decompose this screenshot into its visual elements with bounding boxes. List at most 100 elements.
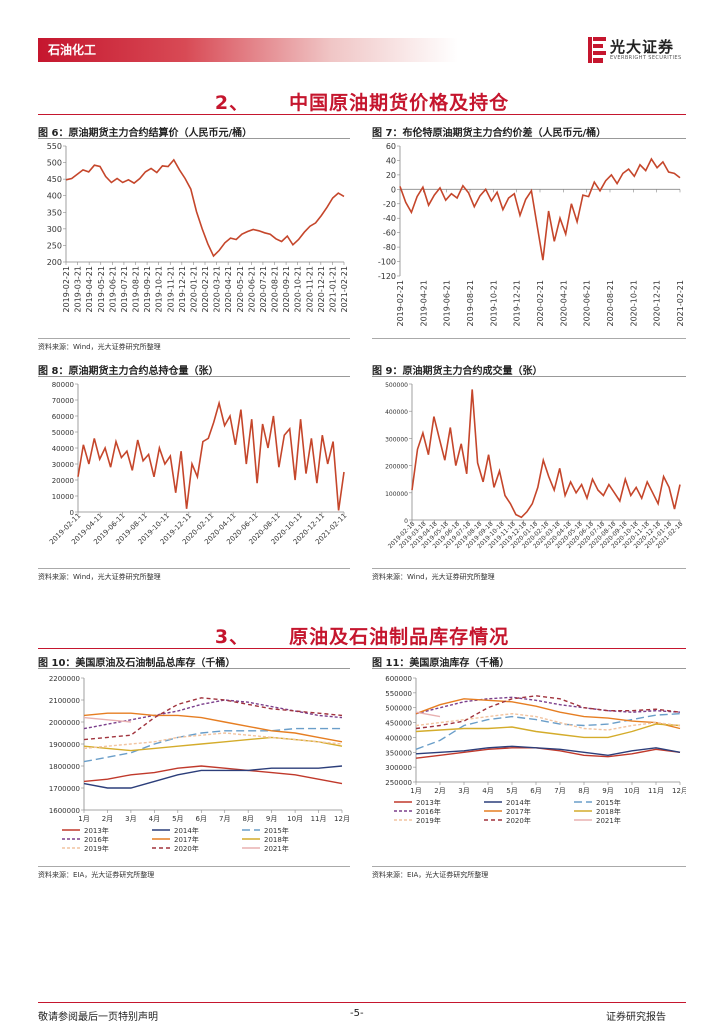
series-line-2019年 [415, 712, 681, 731]
y-tick-label: 2200000 [49, 675, 80, 683]
y-tick-label: -120 [378, 272, 396, 281]
y-tick-label: 30000 [52, 461, 74, 469]
y-tick-label: 0 [70, 509, 74, 517]
y-tick-label: 400 [47, 192, 62, 201]
figure-10: 图 10：美国原油及石油制品总库存（千桶） 1600000 1700000 1800… [38, 654, 350, 882]
source-rule [38, 568, 350, 569]
x-tick-label: 10月 [624, 787, 640, 795]
x-tick-label: 9月 [266, 815, 277, 823]
figure-8: 图 8：原油期货主力合约总持仓量（张） 0 10000 20000 30000 4000… [38, 362, 350, 584]
x-tick-label: 2019-06-21 [443, 280, 452, 327]
y-tick-label: 450000 [385, 720, 412, 728]
y-tick-label: 300000 [385, 436, 408, 443]
series-line-2013年 [415, 747, 681, 759]
y-tick-label: 450 [47, 175, 62, 184]
section-divider [38, 648, 686, 649]
y-tick-label: 0 [404, 518, 408, 525]
y-tick-label: -60 [383, 229, 396, 238]
header-category: 石油化工 [48, 43, 97, 57]
y-tick-label: 60000 [52, 413, 74, 421]
x-tick-label: 2月 [434, 787, 445, 795]
footer-disclaimer: 敬请参阅最后一页特别声明 [38, 1012, 158, 1023]
x-tick-label: 2020-06-21 [247, 266, 256, 313]
legend-label: 2017年 [174, 835, 199, 844]
legend-label: 2020年 [174, 844, 199, 853]
x-tick-label: 2019-04-21 [419, 280, 428, 327]
source-rule [372, 568, 686, 569]
logo-text: 光大证券 [610, 38, 675, 56]
x-tick-label: 2019-07-21 [120, 266, 129, 313]
legend-label: 2018年 [264, 835, 289, 844]
x-tick-label: 9月 [602, 787, 613, 795]
y-tick-label: 20000 [52, 477, 74, 485]
y-tick-label: 1600000 [49, 807, 80, 815]
x-tick-label: 6月 [530, 787, 541, 795]
x-tick-label: 1月 [410, 787, 421, 795]
y-tick-label: 400000 [385, 734, 412, 742]
series-line-2016年 [415, 696, 681, 715]
legend-label: 2021年 [596, 816, 621, 825]
x-tick-label: 2019-02-21 [396, 280, 405, 327]
x-tick-label: 2021-02-21 [340, 266, 349, 313]
y-tick-label: 40 [386, 156, 396, 165]
legend-label: 2020年 [506, 816, 531, 825]
x-tick-label: 4月 [482, 787, 493, 795]
series-line-2020年 [415, 695, 681, 730]
series-line-fig7 [399, 157, 681, 261]
footer-report-type: 证券研究报告 [606, 1012, 666, 1023]
figure-title: 图 10：美国原油及石油制品总库存（千桶） [38, 658, 236, 669]
x-tick-label: 2020-10-21 [294, 266, 303, 313]
figure-title-rule [38, 376, 350, 377]
y-tick-label: 350000 [385, 749, 412, 757]
legend-label: 2014年 [506, 798, 531, 807]
chart-fig7: -120 -100 -80 -60 -40 -20 0 20 40 60 2019-02-21 201… [378, 142, 685, 327]
x-tick-label: 2020-03-21 [213, 266, 222, 313]
y-tick-label: 50000 [52, 429, 74, 437]
legend-label: 2019年 [416, 816, 441, 825]
series-line-2020年 [83, 697, 343, 741]
figure-title-rule [38, 668, 350, 669]
figure-title-rule [372, 668, 686, 669]
section-title: 2、 中国原油期货价格及持仓 [0, 88, 724, 115]
x-tick-label: 2019-04-21 [85, 266, 94, 313]
x-tick-label: 2021-01-21 [328, 266, 337, 313]
series-line-2015年 [415, 713, 681, 750]
x-tick-label: 1月 [78, 815, 89, 823]
x-tick-label: 2019-06-21 [108, 266, 117, 313]
x-tick-label: 5月 [506, 787, 517, 795]
y-tick-label: 70000 [52, 397, 74, 405]
x-tick-label: 2020-12-21 [317, 266, 326, 313]
series-line-2015年 [83, 727, 342, 763]
figure-source: 资料来源：Wind，光大证券研究所整理 [372, 573, 495, 581]
section-divider [38, 114, 686, 115]
y-tick-label: 500 [47, 159, 62, 168]
section-number: 2、 [214, 92, 250, 114]
y-tick-label: 100000 [385, 491, 408, 498]
y-tick-label: 300000 [385, 764, 412, 772]
legend-label: 2021年 [264, 844, 289, 853]
x-tick-label: 2020-02-21 [536, 280, 545, 327]
x-tick-label: 12月 [672, 787, 686, 795]
x-tick-label: 8月 [242, 815, 253, 823]
y-tick-label: 500000 [385, 705, 412, 713]
x-tick-label: 11月 [648, 787, 664, 795]
logo-subtext: EVERBRIGHT SECURITIES [610, 55, 682, 61]
x-tick-label: 2019-05-21 [97, 266, 106, 313]
series-line-fig9 [411, 389, 681, 519]
source-rule [38, 338, 350, 339]
chart-fig11: 250000 300000 350000 400000 450000 500000 5500… [385, 675, 686, 825]
series-line-2019年 [83, 732, 343, 750]
figure-9: 图 9：原油期货主力合约成交量（张） 0 100000 200000 300000 40… [372, 362, 686, 584]
chart-fig8: 0 10000 20000 30000 40000 50000 60000 70000 8000… [48, 381, 348, 546]
figure-source: 资料来源：Wind，光大证券研究所整理 [38, 343, 161, 351]
y-tick-label: 200000 [385, 464, 408, 471]
x-tick-label: 8月 [578, 787, 589, 795]
x-tick-label: 4月 [149, 815, 160, 823]
series-line-2014年 [415, 745, 681, 757]
series-line-2014年 [83, 765, 343, 789]
x-tick-label: 2月 [102, 815, 113, 823]
series-line-2018年 [83, 736, 343, 752]
x-tick-label: 2020-06-21 [583, 280, 592, 327]
series-line-2021年 [83, 716, 131, 723]
x-tick-label: 2019-03-21 [74, 266, 83, 313]
